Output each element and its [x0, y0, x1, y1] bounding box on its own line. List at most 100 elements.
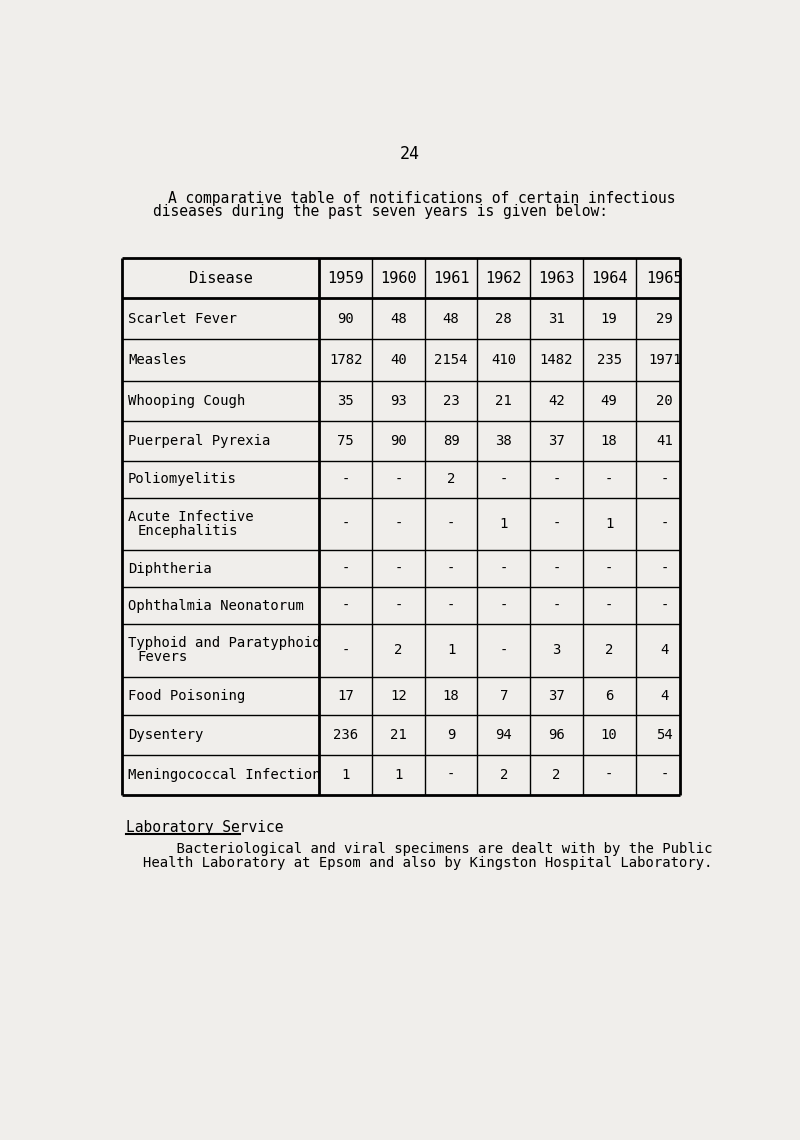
Text: 37: 37: [548, 689, 565, 703]
Text: Diphtheria: Diphtheria: [128, 562, 212, 576]
Text: 90: 90: [338, 311, 354, 326]
Text: 1971: 1971: [648, 352, 682, 367]
Text: -: -: [605, 768, 614, 782]
Text: -: -: [394, 472, 402, 487]
Text: 4: 4: [661, 643, 669, 658]
Text: Puerperal Pyrexia: Puerperal Pyrexia: [128, 434, 270, 448]
Text: 6: 6: [605, 689, 614, 703]
Text: -: -: [447, 518, 455, 531]
Text: 40: 40: [390, 352, 406, 367]
Text: 2: 2: [499, 768, 508, 782]
Text: 236: 236: [333, 728, 358, 742]
Text: -: -: [661, 472, 669, 487]
Text: diseases during the past seven years is given below:: diseases during the past seven years is …: [153, 204, 608, 219]
Text: 1964: 1964: [591, 271, 627, 286]
Text: -: -: [394, 598, 402, 612]
Text: 1965: 1965: [646, 271, 683, 286]
Text: Ophthalmia Neonatorum: Ophthalmia Neonatorum: [128, 598, 304, 612]
Text: 1963: 1963: [538, 271, 574, 286]
Text: 2: 2: [394, 643, 402, 658]
Text: 18: 18: [601, 434, 618, 448]
Text: Laboratory Service: Laboratory Service: [126, 820, 283, 834]
Text: -: -: [499, 598, 508, 612]
Text: 1960: 1960: [380, 271, 417, 286]
Text: 35: 35: [338, 394, 354, 408]
Text: -: -: [342, 598, 350, 612]
Text: 1: 1: [447, 643, 455, 658]
Text: 48: 48: [442, 311, 459, 326]
Text: -: -: [661, 598, 669, 612]
Text: 90: 90: [390, 434, 406, 448]
Text: -: -: [552, 472, 561, 487]
Text: 1: 1: [342, 768, 350, 782]
Text: Whooping Cough: Whooping Cough: [128, 394, 245, 408]
Text: 24: 24: [400, 145, 420, 163]
Text: 17: 17: [338, 689, 354, 703]
Text: Health Laboratory at Epsom and also by Kingston Hospital Laboratory.: Health Laboratory at Epsom and also by K…: [142, 856, 712, 870]
Text: 3: 3: [552, 643, 561, 658]
Text: 2: 2: [552, 768, 561, 782]
Text: 28: 28: [495, 311, 512, 326]
Text: Typhoid and Paratyphoid: Typhoid and Paratyphoid: [128, 636, 321, 651]
Text: 2154: 2154: [434, 352, 468, 367]
Text: Meningococcal Infection: Meningococcal Infection: [128, 768, 321, 782]
Text: 20: 20: [656, 394, 673, 408]
Text: Fevers: Fevers: [138, 650, 187, 665]
Text: 38: 38: [495, 434, 512, 448]
Text: 94: 94: [495, 728, 512, 742]
Text: 41: 41: [656, 434, 673, 448]
Text: 9: 9: [447, 728, 455, 742]
Text: -: -: [499, 643, 508, 658]
Text: 42: 42: [548, 394, 565, 408]
Text: 21: 21: [390, 728, 406, 742]
Text: 31: 31: [548, 311, 565, 326]
Text: -: -: [661, 562, 669, 576]
Text: Poliomyelitis: Poliomyelitis: [128, 472, 237, 487]
Text: 18: 18: [442, 689, 459, 703]
Text: Acute Infective: Acute Infective: [128, 511, 254, 524]
Text: -: -: [552, 518, 561, 531]
Text: -: -: [447, 598, 455, 612]
Text: Scarlet Fever: Scarlet Fever: [128, 311, 237, 326]
Text: Encephalitis: Encephalitis: [138, 524, 238, 538]
Text: 10: 10: [601, 728, 618, 742]
Text: 21: 21: [495, 394, 512, 408]
Text: Dysentery: Dysentery: [128, 728, 203, 742]
Text: 96: 96: [548, 728, 565, 742]
Text: -: -: [605, 472, 614, 487]
Text: 1: 1: [394, 768, 402, 782]
Text: Disease: Disease: [189, 271, 253, 286]
Text: 12: 12: [390, 689, 406, 703]
Text: 49: 49: [601, 394, 618, 408]
Text: 2: 2: [605, 643, 614, 658]
Text: -: -: [447, 562, 455, 576]
Text: -: -: [605, 562, 614, 576]
Text: 7: 7: [499, 689, 508, 703]
Text: Food Poisoning: Food Poisoning: [128, 689, 245, 703]
Text: -: -: [552, 562, 561, 576]
Text: -: -: [342, 562, 350, 576]
Text: -: -: [499, 472, 508, 487]
Text: 1959: 1959: [327, 271, 364, 286]
Text: 4: 4: [661, 689, 669, 703]
Text: 1962: 1962: [486, 271, 522, 286]
Text: 410: 410: [491, 352, 516, 367]
Text: 75: 75: [338, 434, 354, 448]
Text: -: -: [394, 518, 402, 531]
Text: 1482: 1482: [540, 352, 574, 367]
Text: -: -: [552, 598, 561, 612]
Text: 54: 54: [656, 728, 673, 742]
Text: 1961: 1961: [433, 271, 470, 286]
Text: A comparative table of notifications of certain infectious: A comparative table of notifications of …: [168, 190, 676, 206]
Text: -: -: [342, 472, 350, 487]
Text: 19: 19: [601, 311, 618, 326]
Text: 2: 2: [447, 472, 455, 487]
Text: 1: 1: [499, 518, 508, 531]
Text: -: -: [447, 768, 455, 782]
Text: 235: 235: [597, 352, 622, 367]
Text: 29: 29: [656, 311, 673, 326]
Text: -: -: [499, 562, 508, 576]
Text: -: -: [661, 518, 669, 531]
Text: -: -: [394, 562, 402, 576]
Text: -: -: [342, 643, 350, 658]
